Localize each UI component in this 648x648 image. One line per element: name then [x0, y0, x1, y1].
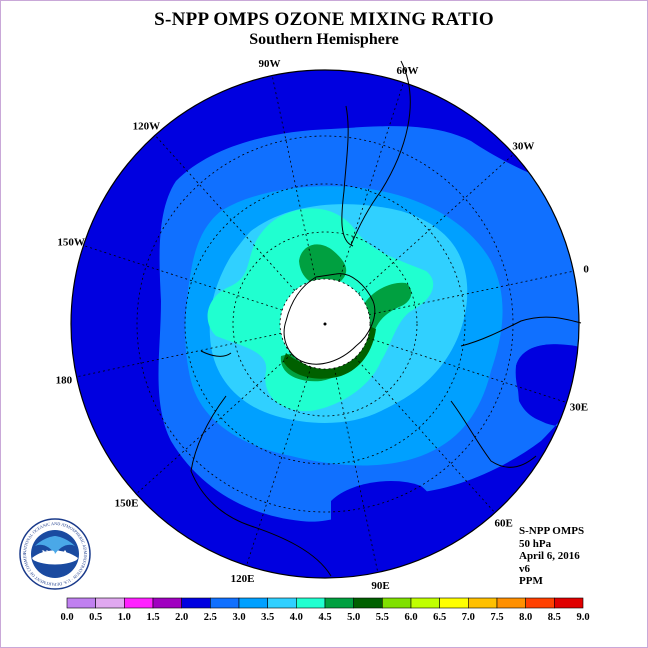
map-boundary: [70, 69, 580, 579]
info-date: April 6, 2016: [519, 550, 580, 562]
colorbar-tick-label: 5.5: [376, 612, 389, 623]
colorbar-tick-label: 5.0: [347, 612, 360, 623]
noaa-logo: NOAA NATIONAL OCEANIC AND ATMOSPHERIC AD…: [19, 518, 91, 590]
colorbar-tick-label: 8.0: [519, 612, 532, 623]
colorbar-tick-label: 6.5: [433, 612, 446, 623]
colorbar-swatch: [267, 597, 297, 609]
colorbar-swatch: [496, 597, 526, 609]
south-america-coast: [341, 105, 354, 247]
africa-coast: [460, 316, 582, 347]
south-pole-point: [323, 322, 327, 326]
colorbar-tick-label: 4.0: [290, 612, 303, 623]
madagascar-indian-coast: [450, 400, 537, 468]
longitude-label: 180: [56, 375, 73, 387]
colorbar-swatch: [296, 597, 326, 609]
colorbar-swatch: [439, 597, 469, 609]
colorbar-swatch: [554, 597, 584, 609]
contour-4-5-north: [299, 244, 347, 286]
colorbar-swatch: [525, 597, 555, 609]
colorbar-swatch: [382, 597, 412, 609]
colorbar-swatch: [353, 597, 383, 609]
colorbar-swatch: [410, 597, 440, 609]
colorbar-swatch: [210, 597, 240, 609]
colorbar-tick-label: 7.0: [462, 612, 475, 623]
longitude-label: 120E: [231, 573, 255, 585]
ozone-field: [71, 70, 579, 578]
colorbar-tick-label: 0.0: [60, 612, 73, 623]
longitude-label: 30W: [512, 140, 534, 152]
colorbar-tick-label: 1.0: [118, 612, 131, 623]
longitude-label: 150W: [57, 236, 85, 248]
colorbar-tick-labels: 0.0 0.5 1.0 1.5 2.0 2.5 3.0 3.5 4.0 4.5 5.0 5.5 6.0 6…: [60, 612, 589, 623]
contour-2-0-blob-south: [331, 481, 435, 541]
longitude-label: 60W: [397, 65, 419, 77]
longitude-label: 30E: [570, 402, 588, 414]
colorbar-swatch: [124, 597, 154, 609]
colorbar-tick-label: 8.5: [548, 612, 561, 623]
info-units: PPM: [519, 575, 543, 587]
colorbar-tick-label: 0.5: [89, 612, 102, 623]
australia-coast: [190, 395, 332, 577]
longitude-label: 120W: [133, 121, 161, 133]
latitude-circles: [136, 135, 514, 513]
contour-5-0: [283, 326, 376, 379]
colorbar-tick-label: 1.5: [146, 612, 159, 623]
info-version: v6: [519, 562, 530, 575]
colorbar-swatch: [324, 597, 354, 609]
south-america-east-coast: [350, 60, 411, 246]
longitude-label: 90W: [258, 58, 280, 70]
map-subtitle: Southern Hemisphere: [249, 31, 399, 48]
info-instrument: S-NPP OMPS: [519, 525, 585, 537]
colorbar-tick-label: 3.5: [261, 612, 274, 623]
colorbar-swatch: [468, 597, 498, 609]
noaa-logo-text: NOAA: [42, 549, 69, 559]
info-level: 50 hPa: [519, 537, 552, 550]
colorbar-tick-label: 2.5: [204, 612, 217, 623]
colorbar-tick-label: 9.0: [576, 612, 589, 623]
colorbar-tick-label: 4.5: [318, 612, 331, 623]
longitude-label: 60E: [494, 517, 512, 529]
colorbar-swatch: [238, 597, 268, 609]
colorbar: [66, 597, 584, 609]
longitude-label: 90E: [371, 580, 389, 592]
longitude-labels: 90W 60W 30W 0 30E 60E 90E 120E 150E 180 150W 120W: [56, 58, 590, 592]
colorbar-tick-label: 3.0: [232, 612, 245, 623]
longitude-label: 0: [583, 263, 589, 275]
colorbar-tick-label: 7.5: [490, 612, 503, 623]
colorbar-swatch: [66, 597, 96, 609]
colorbar-swatch: [95, 597, 125, 609]
info-block: S-NPP OMPS 50 hPa April 6, 2016 v6 PPM: [519, 525, 584, 588]
coastlines: [190, 60, 582, 577]
map-title: S-NPP OMPS OZONE MIXING RATIO: [154, 9, 494, 30]
longitude-label: 150E: [115, 498, 139, 510]
colorbar-swatch: [152, 597, 182, 609]
antarctica-coast: [283, 273, 376, 365]
colorbar-tick-label: 6.0: [404, 612, 417, 623]
colorbar-swatch: [181, 597, 211, 609]
new-zealand-coast: [200, 350, 232, 357]
colorbar-tick-label: 2.0: [175, 612, 188, 623]
